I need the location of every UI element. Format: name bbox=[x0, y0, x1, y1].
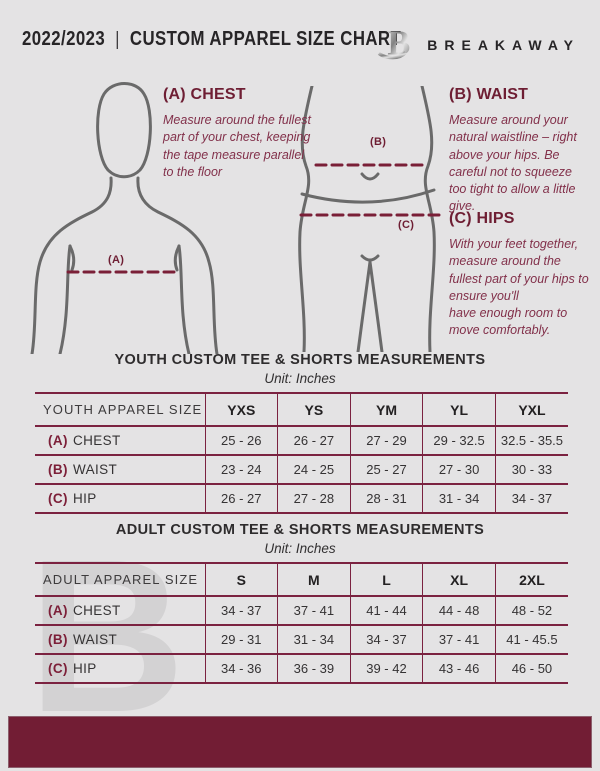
table-cell: 27 - 30 bbox=[422, 454, 496, 485]
waist-guide: (B) WAIST Measure around your natural wa… bbox=[449, 86, 583, 216]
column-header: M bbox=[277, 562, 351, 597]
table-cell: 26 - 27 bbox=[277, 425, 351, 456]
table-cell: 29 - 31 bbox=[204, 624, 278, 655]
row-label: (C) HIP bbox=[35, 653, 205, 684]
row-marker: (B) bbox=[48, 632, 68, 647]
table-cell: 44 - 48 bbox=[422, 595, 496, 626]
row-marker: (A) bbox=[48, 433, 68, 448]
column-header: YM bbox=[349, 392, 423, 427]
chest-guide: (A) CHEST Measure around the fullest par… bbox=[163, 86, 315, 181]
table-cell: 25 - 27 bbox=[349, 454, 423, 485]
youth-size-table: YOUTH APPAREL SIZE YXS YS YM YL YXL (A) C… bbox=[35, 392, 568, 514]
table-row: (C) HIP 34 - 36 36 - 39 39 - 42 43 - 46 4… bbox=[35, 653, 568, 684]
table-cell: 34 - 36 bbox=[204, 653, 278, 684]
table-cell: 37 - 41 bbox=[422, 624, 496, 655]
page-title: 2022/2023 | CUSTOM APPAREL SIZE CHART bbox=[22, 28, 401, 51]
table-row: (C) HIP 26 - 27 27 - 28 28 - 31 31 - 34 3… bbox=[35, 483, 568, 514]
column-header: YXS bbox=[204, 392, 278, 427]
row-marker: (B) bbox=[48, 462, 68, 477]
row-label-text: WAIST bbox=[72, 462, 118, 477]
column-header: YXL bbox=[494, 392, 568, 427]
row-marker: (C) bbox=[48, 661, 68, 676]
row-label: (A) CHEST bbox=[35, 595, 205, 626]
row-label-text: WAIST bbox=[72, 632, 118, 647]
column-header: XL bbox=[422, 562, 496, 597]
column-header: L bbox=[349, 562, 423, 597]
waist-guide-heading: (B) WAIST bbox=[449, 86, 529, 103]
table-cell: 48 - 52 bbox=[494, 595, 568, 626]
column-header: YS bbox=[277, 392, 351, 427]
table-cell: 34 - 37 bbox=[204, 595, 278, 626]
column-header: 2XL bbox=[494, 562, 568, 597]
table-cell: 37 - 41 bbox=[277, 595, 351, 626]
chest-guide-text: Measure around the fullest part of your … bbox=[163, 113, 312, 179]
breakaway-logo-icon: B bbox=[375, 22, 417, 67]
brand-lockup: B BREAKAWAY bbox=[375, 22, 580, 67]
table-cell: 28 - 31 bbox=[349, 483, 423, 514]
table-cell: 41 - 45.5 bbox=[494, 624, 568, 655]
chest-guide-heading: (A) CHEST bbox=[163, 86, 246, 103]
adult-table-title: ADULT CUSTOM TEE & SHORTS MEASUREMENTS bbox=[115, 522, 485, 538]
table-cell: 36 - 39 bbox=[277, 653, 351, 684]
waist-marker-label: (B) bbox=[370, 136, 387, 148]
table-row: (B) WAIST 23 - 24 24 - 25 25 - 27 27 - 30… bbox=[35, 454, 568, 485]
table-cell: 30 - 33 bbox=[494, 454, 568, 485]
table-cell: 46 - 50 bbox=[494, 653, 568, 684]
column-header: S bbox=[204, 562, 278, 597]
table-cell: 25 - 26 bbox=[204, 425, 278, 456]
row-label: (B) WAIST bbox=[35, 624, 205, 655]
table-row: (A) CHEST 34 - 37 37 - 41 41 - 44 44 - 48… bbox=[35, 595, 568, 626]
table-cell: 27 - 28 bbox=[277, 483, 351, 514]
table-row: (A) CHEST 25 - 26 26 - 27 27 - 29 29 - 32… bbox=[35, 425, 568, 456]
adult-table-unit: Unit: Inches bbox=[264, 541, 336, 556]
hips-guide-text: With your feet together, measure around … bbox=[449, 237, 589, 338]
brand-name: BREAKAWAY bbox=[427, 36, 580, 53]
table-row: (B) WAIST 29 - 31 31 - 34 34 - 37 37 - 41… bbox=[35, 624, 568, 655]
chest-marker-label: (A) bbox=[108, 254, 125, 266]
table-cell: 31 - 34 bbox=[277, 624, 351, 655]
adult-size-table: ADULT APPAREL SIZE S M L XL 2XL (A) CHEST… bbox=[35, 562, 568, 684]
row-marker: (C) bbox=[48, 491, 68, 506]
chart-title: CUSTOM APPAREL SIZE CHART bbox=[129, 28, 402, 50]
row-label: (A) CHEST bbox=[35, 425, 205, 456]
table-cell: 43 - 46 bbox=[422, 653, 496, 684]
waist-guide-text: Measure around your natural waistline – … bbox=[449, 113, 577, 214]
hips-guide-heading: (C) HIPS bbox=[449, 210, 515, 227]
table-cell: 29 - 32.5 bbox=[422, 425, 496, 456]
table-cell: 41 - 44 bbox=[349, 595, 423, 626]
table-cell: 39 - 42 bbox=[349, 653, 423, 684]
row-label-text: CHEST bbox=[72, 603, 121, 618]
youth-table-unit: Unit: Inches bbox=[264, 371, 336, 386]
table-header-row: ADULT APPAREL SIZE S M L XL 2XL bbox=[35, 562, 568, 597]
column-header: YOUTH APPAREL SIZE bbox=[35, 392, 205, 427]
row-label: (B) WAIST bbox=[35, 454, 205, 485]
youth-table-title: YOUTH CUSTOM TEE & SHORTS MEASUREMENTS bbox=[114, 352, 486, 368]
upper-body-outline-icon bbox=[30, 82, 219, 354]
table-header-row: YOUTH APPAREL SIZE YXS YS YM YL YXL bbox=[35, 392, 568, 427]
row-marker: (A) bbox=[48, 603, 68, 618]
table-cell: 26 - 27 bbox=[204, 483, 278, 514]
column-header: YL bbox=[422, 392, 496, 427]
lower-body-figure: (B) (C) bbox=[286, 86, 448, 352]
hips-guide: (C) HIPS With your feet together, measur… bbox=[449, 210, 594, 340]
footer-bar bbox=[8, 716, 592, 768]
table-cell: 27 - 29 bbox=[349, 425, 423, 456]
table-cell: 24 - 25 bbox=[277, 454, 351, 485]
column-header: ADULT APPAREL SIZE bbox=[35, 562, 205, 597]
lower-body-outline-icon bbox=[298, 86, 443, 352]
row-label: (C) HIP bbox=[35, 483, 205, 514]
title-separator: | bbox=[115, 28, 120, 50]
row-label-text: HIP bbox=[72, 491, 97, 506]
table-cell: 31 - 34 bbox=[422, 483, 496, 514]
row-label-text: CHEST bbox=[72, 433, 121, 448]
table-cell: 32.5 - 35.5 bbox=[494, 425, 568, 456]
upper-body-figure: (A) bbox=[12, 76, 222, 354]
row-label-text: HIP bbox=[72, 661, 97, 676]
season-label: 2022/2023 bbox=[22, 28, 106, 50]
table-cell: 34 - 37 bbox=[494, 483, 568, 514]
hips-marker-label: (C) bbox=[398, 219, 415, 231]
table-cell: 34 - 37 bbox=[349, 624, 423, 655]
table-cell: 23 - 24 bbox=[204, 454, 278, 485]
